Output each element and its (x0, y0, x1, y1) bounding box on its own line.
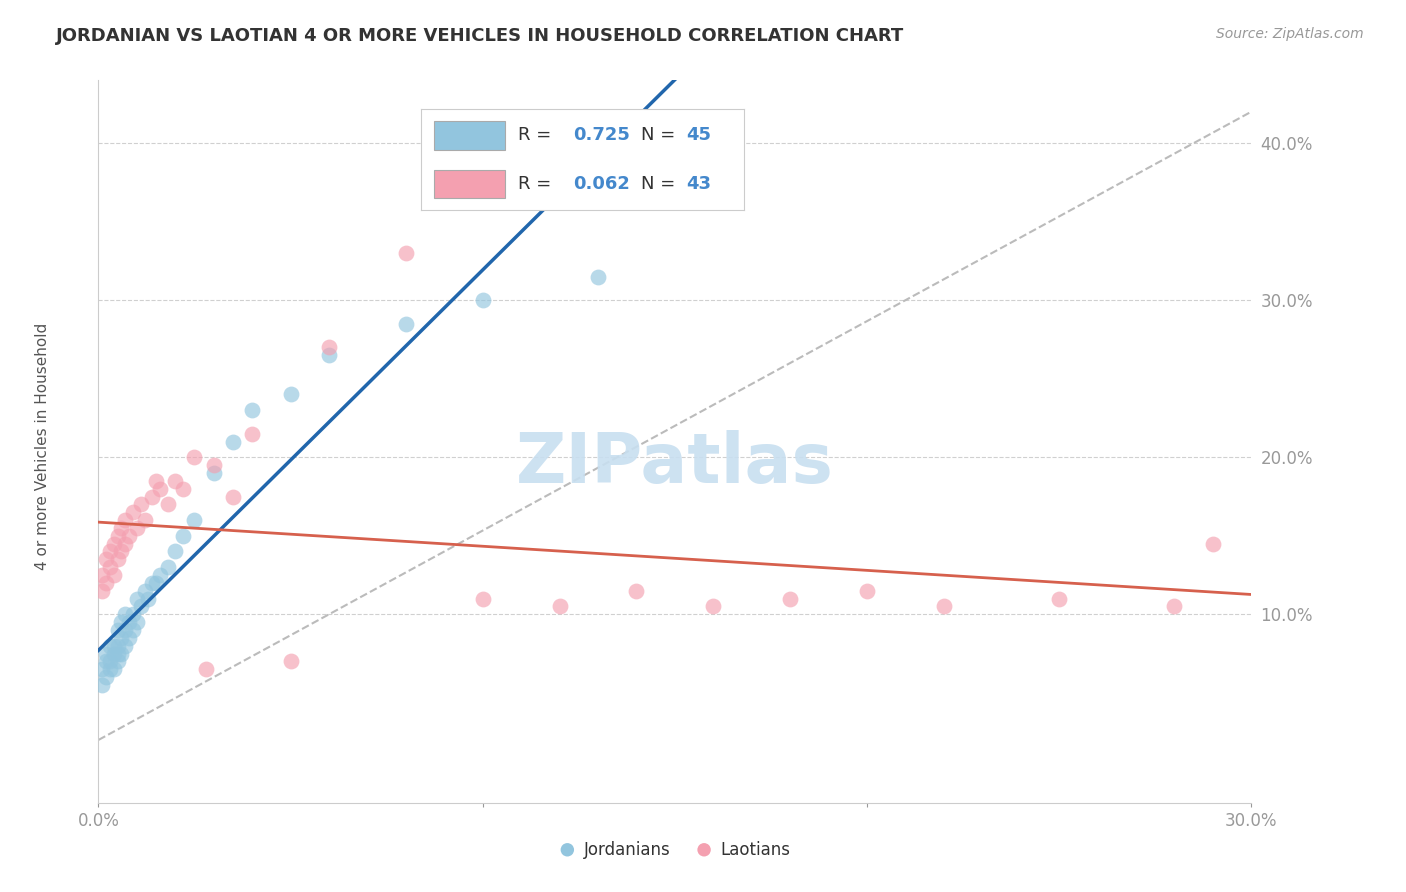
Point (94, 647, 117, 661)
Point (103, 568, 125, 582)
Point (103, 536, 125, 550)
Point (114, 639, 136, 653)
Point (395, 246, 418, 260)
Point (471, 293, 494, 308)
Point (129, 599, 152, 614)
Text: 4 or more Vehicles in Household: 4 or more Vehicles in Household (35, 322, 49, 570)
Point (395, 317, 418, 331)
Point (110, 521, 132, 535)
Point (114, 607, 136, 622)
Point (114, 536, 136, 550)
Point (94, 670, 117, 684)
Point (471, 591, 494, 606)
Point (141, 575, 163, 590)
Point (165, 474, 187, 488)
Point (107, 552, 129, 566)
Point (91, 662, 114, 676)
Point (240, 426, 263, 441)
Point (98, 560, 121, 574)
Point (141, 490, 163, 504)
Point (1163, 599, 1185, 614)
Point (118, 529, 141, 543)
Point (240, 403, 263, 417)
Point (145, 474, 167, 488)
Point (122, 505, 145, 519)
Point (222, 490, 245, 504)
Point (280, 387, 302, 401)
Point (125, 615, 148, 630)
Point (172, 482, 194, 496)
Point (107, 639, 129, 653)
Point (280, 655, 302, 669)
Point (122, 607, 145, 622)
Point (183, 513, 205, 527)
Point (165, 544, 187, 558)
Point (134, 513, 156, 527)
Point (626, 583, 648, 598)
Legend: Jordanians, Laotians: Jordanians, Laotians (560, 841, 790, 860)
Point (134, 583, 156, 598)
Point (110, 544, 132, 558)
Point (932, 599, 955, 614)
Point (114, 513, 136, 527)
Point (125, 521, 148, 535)
Point (586, 269, 609, 284)
Point (91, 678, 114, 692)
Point (98, 544, 121, 558)
Point (98, 655, 121, 669)
Point (98, 662, 121, 676)
Point (91, 583, 114, 598)
Point (125, 591, 148, 606)
Point (138, 591, 160, 606)
Point (202, 466, 225, 480)
Point (94, 575, 117, 590)
Point (110, 631, 132, 645)
Point (118, 615, 141, 630)
Point (107, 655, 129, 669)
Point (122, 623, 145, 637)
Point (107, 529, 129, 543)
Point (129, 497, 152, 511)
Point (103, 662, 125, 676)
Point (856, 583, 879, 598)
Point (107, 647, 129, 661)
Point (103, 639, 125, 653)
Point (156, 497, 179, 511)
Point (183, 450, 205, 465)
Point (103, 647, 125, 661)
Point (222, 434, 245, 449)
Point (779, 591, 801, 606)
Point (318, 340, 340, 354)
Point (145, 575, 167, 590)
Text: Source: ZipAtlas.com: Source: ZipAtlas.com (1216, 27, 1364, 41)
Point (91, 568, 114, 582)
Point (94, 655, 117, 669)
Point (94, 552, 117, 566)
Point (149, 568, 172, 582)
Point (548, 599, 571, 614)
Point (114, 623, 136, 637)
Point (1202, 536, 1225, 550)
Point (1047, 591, 1070, 606)
Point (149, 482, 172, 496)
Point (118, 631, 141, 645)
Point (172, 529, 194, 543)
Point (156, 560, 179, 574)
Point (318, 348, 340, 362)
Point (110, 647, 132, 661)
Point (195, 662, 218, 676)
Text: ZIPatlas: ZIPatlas (516, 430, 834, 497)
Point (98, 639, 121, 653)
Point (702, 599, 724, 614)
Point (107, 623, 129, 637)
Point (202, 458, 225, 472)
Point (110, 615, 132, 630)
Text: JORDANIAN VS LAOTIAN 4 OR MORE VEHICLES IN HOUSEHOLD CORRELATION CHART: JORDANIAN VS LAOTIAN 4 OR MORE VEHICLES … (56, 27, 904, 45)
